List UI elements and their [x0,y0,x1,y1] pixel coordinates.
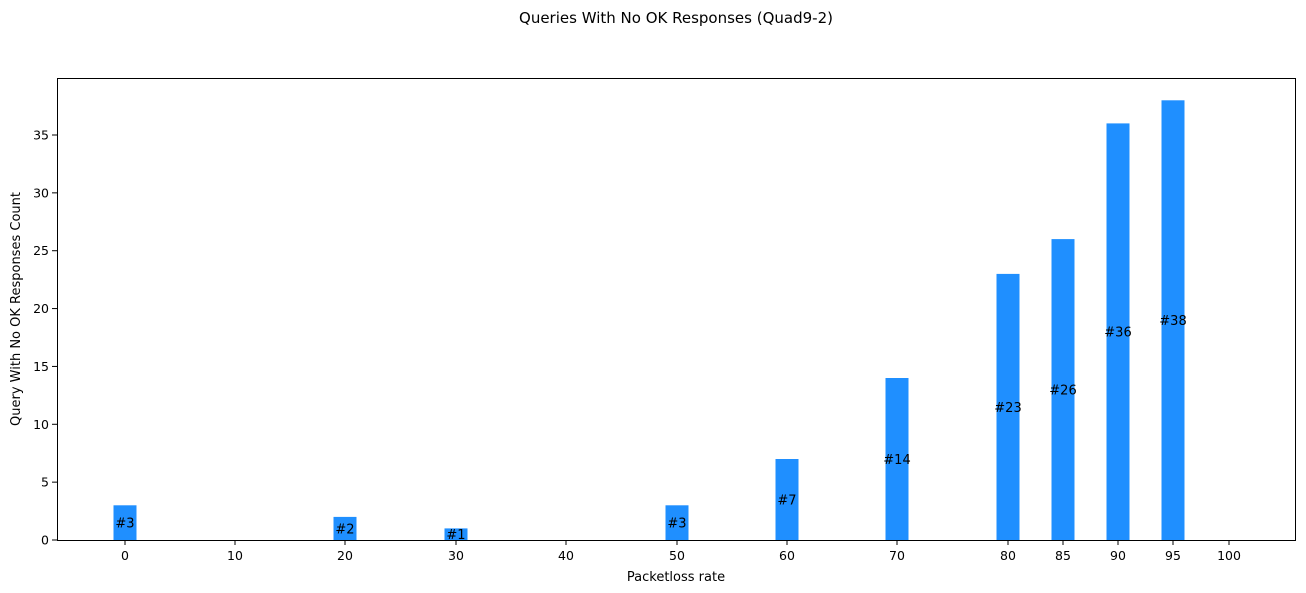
bars-group [113,100,1185,541]
x-axis-label: Packetloss rate [627,570,725,585]
bar-85 [1051,239,1075,540]
x-tick-label-95: 95 [1165,548,1181,563]
x-tick-label-0: 0 [121,548,129,563]
bar-80 [996,273,1020,540]
data-label-30: #1 [446,528,465,543]
data-label-50: #3 [667,517,686,532]
x-tick-label-30: 30 [448,548,464,563]
bar-90 [1106,123,1130,541]
y-tick-label-10: 10 [33,417,49,432]
bar-20 [333,516,357,540]
y-tick-label-5: 5 [41,475,49,490]
bar-95 [1161,100,1185,541]
y-axis-label: Query With No OK Responses Count [9,192,24,426]
y-tick-label-20: 20 [33,301,49,316]
x-tick-label-40: 40 [558,548,574,563]
bar-70 [885,378,909,540]
x-tick-label-100: 100 [1217,548,1241,563]
y-tick-label-35: 35 [33,128,49,143]
data-labels-group: #3 #2 #1 #3 #7 #14 #23 #26 #36 #38 [115,314,1186,543]
y-axis: 0 5 10 15 20 25 30 35 [33,128,57,548]
bar-60 [775,459,799,540]
data-label-80: #23 [994,401,1021,416]
data-label-90: #36 [1104,326,1131,341]
y-tick-label-0: 0 [41,533,49,548]
chart-title: Queries With No OK Responses (Quad9-2) [519,9,833,27]
data-label-70: #14 [883,453,910,468]
x-tick-label-60: 60 [779,548,795,563]
data-label-20: #2 [335,522,354,537]
x-tick-label-20: 20 [337,548,353,563]
data-label-85: #26 [1049,384,1076,399]
data-label-95: #38 [1159,314,1186,329]
bar-0 [113,505,137,540]
x-axis: 0 10 20 30 40 50 60 70 80 85 90 95 100 [121,540,1241,563]
bar-30 [444,528,468,540]
data-label-0: #3 [115,517,134,532]
x-tick-label-85: 85 [1055,548,1071,563]
y-tick-label-25: 25 [33,243,49,258]
x-tick-label-10: 10 [227,548,243,563]
x-tick-label-70: 70 [889,548,905,563]
data-label-60: #7 [777,494,796,509]
y-tick-label-15: 15 [33,359,49,374]
x-tick-label-90: 90 [1110,548,1126,563]
x-tick-label-80: 80 [1000,548,1016,563]
bar-50 [665,505,689,540]
x-tick-label-50: 50 [669,548,685,563]
y-tick-label-30: 30 [33,185,49,200]
